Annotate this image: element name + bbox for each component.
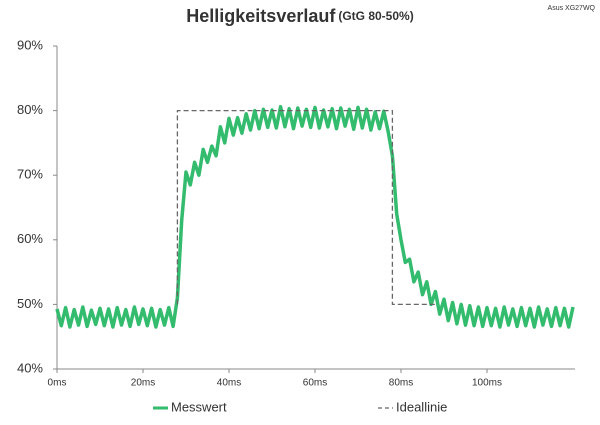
subtitle: (GtG 80-50%) <box>338 9 413 23</box>
series-line <box>55 104 575 329</box>
y-tick-label: 40% <box>17 360 43 375</box>
annotation: Asus XG27WQ <box>548 5 596 12</box>
y-tick-label: 70% <box>17 167 43 182</box>
y-tick-label: 80% <box>17 102 43 117</box>
title: Helligkeitsverlauf <box>186 6 336 26</box>
legend-label: Ideallinie <box>396 399 447 414</box>
y-tick-label: 50% <box>17 296 43 311</box>
x-tick-label: 100ms <box>472 378 502 389</box>
series-line <box>176 109 436 306</box>
x-tick-label: 0ms <box>48 378 67 389</box>
legend-label: Messwert <box>171 399 227 414</box>
x-tick-label: 60ms <box>303 378 327 389</box>
y-tick-label: 90% <box>17 37 43 52</box>
x-tick-label: 40ms <box>217 378 241 389</box>
x-tick-label: 80ms <box>389 378 413 389</box>
chart-title: Helligkeitsverlauf (GtG 80-50%) <box>186 6 413 26</box>
y-tick-label: 60% <box>17 231 43 246</box>
x-tick-label: 20ms <box>131 378 155 389</box>
